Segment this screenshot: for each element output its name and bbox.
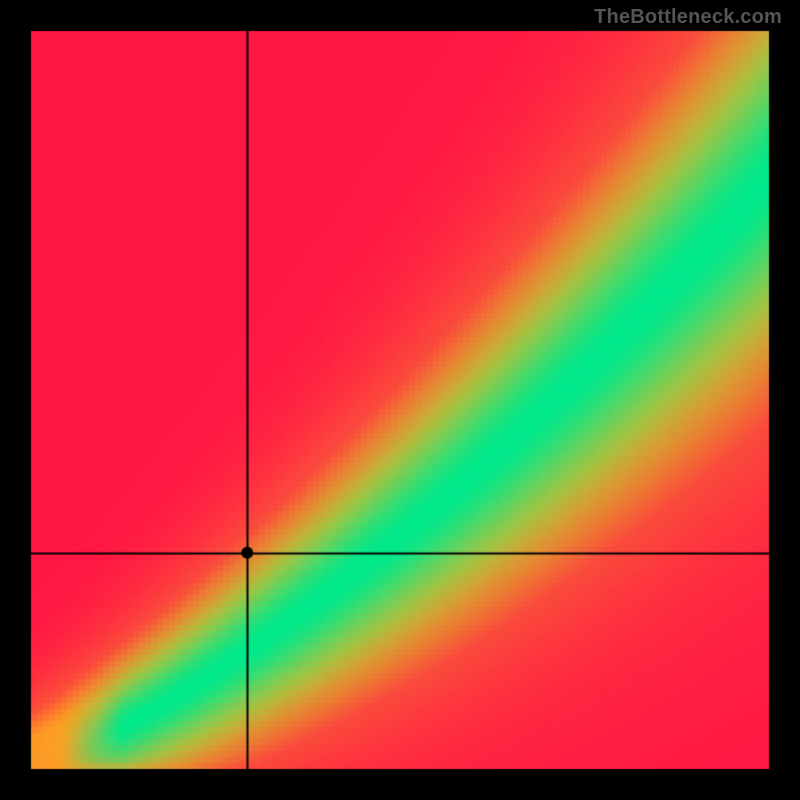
chart-container: TheBottleneck.com: [0, 0, 800, 800]
bottleneck-heatmap: [0, 0, 800, 800]
watermark-text: TheBottleneck.com: [594, 6, 782, 29]
